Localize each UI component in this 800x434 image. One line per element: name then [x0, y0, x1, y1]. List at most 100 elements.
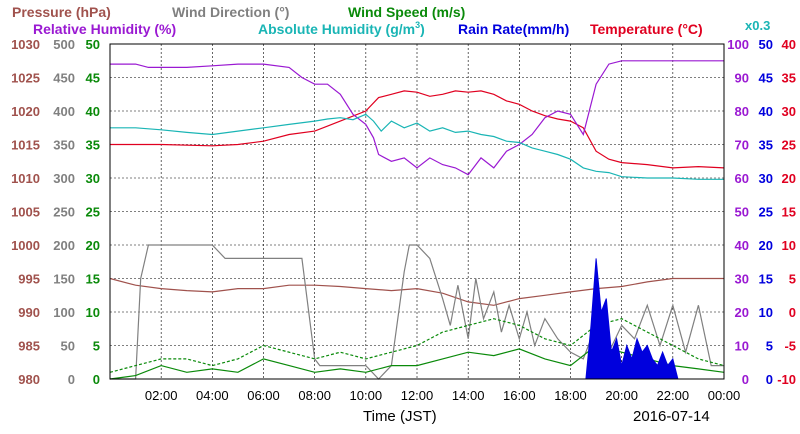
wind-dir-tick: 250 — [53, 205, 75, 220]
rh-tick: 20 — [735, 305, 749, 320]
rh-tick: 10 — [735, 339, 749, 354]
rh-tick: 60 — [735, 171, 749, 186]
temp-tick: -10 — [777, 372, 796, 387]
wind-dir-tick: 200 — [53, 238, 75, 253]
rh-tick: 30 — [735, 272, 749, 287]
x-tick-label: 04:00 — [196, 388, 229, 403]
pressure-tick: 1025 — [11, 71, 40, 86]
x-tick-label: 10:00 — [350, 388, 383, 403]
series-ah — [110, 113, 724, 180]
rain-tick: 50 — [759, 37, 773, 52]
legend-wind-direction: Wind Direction (°) — [172, 4, 289, 20]
x-tick-label: 12:00 — [401, 388, 434, 403]
wind-speed-tick: 10 — [86, 305, 100, 320]
x-tick-label: 00:00 — [708, 388, 741, 403]
rh-tick: 80 — [735, 104, 749, 119]
pressure-tick: 1015 — [11, 138, 40, 153]
rh-tick: 70 — [735, 138, 749, 153]
legend-ah-label: Absolute Humidity (g/m — [258, 21, 415, 37]
pressure-tick: 1005 — [11, 205, 40, 220]
legend-row-1: Pressure (hPa) Wind Direction (°) Wind S… — [12, 4, 465, 20]
temp-tick: 15 — [782, 205, 796, 220]
wind-speed-tick: 45 — [86, 71, 100, 86]
rh-tick: 90 — [735, 71, 749, 86]
legend-pressure: Pressure (hPa) — [12, 4, 111, 20]
temp-tick: 40 — [782, 37, 796, 52]
x-tick-label: 08:00 — [298, 388, 331, 403]
temp-tick: 5 — [789, 272, 796, 287]
legend-ah-sup: 3 — [415, 20, 420, 30]
wind-dir-tick: 100 — [53, 305, 75, 320]
legend-temperature: Temperature (°C) — [590, 21, 703, 37]
legend-row-2: Relative Humidity (%) Absolute Humidity … — [33, 18, 770, 37]
temp-tick: 10 — [782, 238, 796, 253]
rain-tick: 5 — [766, 339, 773, 354]
pressure-tick: 990 — [18, 305, 40, 320]
wind-dir-tick: 450 — [53, 71, 75, 86]
wind-speed-tick: 40 — [86, 104, 100, 119]
grid — [110, 44, 724, 379]
temp-tick: 30 — [782, 104, 796, 119]
legend-wind-speed: Wind Speed (m/s) — [348, 4, 465, 20]
series-layer — [109, 60, 725, 380]
wind-dir-tick: 500 — [53, 37, 75, 52]
wind-speed-tick: 15 — [86, 272, 100, 287]
pressure-tick: 1000 — [11, 238, 40, 253]
pressure-tick: 1020 — [11, 104, 40, 119]
x-axis-label: Time (JST) — [363, 408, 437, 425]
wind-speed-tick: 50 — [86, 37, 100, 52]
x-tick-label: 14:00 — [452, 388, 485, 403]
x-tick-label: 02:00 — [145, 388, 178, 403]
wind-speed-tick: 0 — [93, 372, 100, 387]
legend-relative-humidity: Relative Humidity (%) — [33, 21, 176, 37]
x-tick-label: 22:00 — [657, 388, 690, 403]
rain-tick: 15 — [759, 272, 773, 287]
legend-ah-scale: x0.3 — [745, 18, 770, 33]
plot-frame — [109, 43, 725, 380]
temp-tick: 20 — [782, 171, 796, 186]
pressure-tick: 1010 — [11, 171, 40, 186]
x-tick-label: 16:00 — [503, 388, 536, 403]
left-axes: 1030102510201015101010051000995990985980… — [11, 37, 100, 387]
wind-dir-tick: 0 — [68, 372, 75, 387]
rain-tick: 35 — [759, 138, 773, 153]
rain-tick: 25 — [759, 205, 773, 220]
rain-tick: 0 — [766, 372, 773, 387]
legend-rain-rate: Rain Rate(mm/h) — [458, 21, 569, 37]
pressure-tick: 980 — [18, 372, 40, 387]
rh-tick: 100 — [727, 37, 749, 52]
wind-speed-tick: 25 — [86, 205, 100, 220]
rain-tick: 20 — [759, 238, 773, 253]
wind-dir-tick: 300 — [53, 171, 75, 186]
wind-dir-tick: 350 — [53, 138, 75, 153]
series-rain-area — [585, 258, 679, 380]
rain-tick: 30 — [759, 171, 773, 186]
pressure-tick: 1030 — [11, 37, 40, 52]
date-label: 2016-07-14 — [633, 408, 710, 425]
rh-tick: 40 — [735, 238, 749, 253]
wind-dir-tick: 50 — [61, 339, 75, 354]
x-tick-label: 06:00 — [247, 388, 280, 403]
series-rh-solid — [110, 60, 724, 176]
rh-tick: 0 — [742, 372, 749, 387]
temp-tick: 35 — [782, 71, 796, 86]
wind-speed-tick: 35 — [86, 138, 100, 153]
x-tick-labels: 02:00 04:00 06:00 08:00 10:00 12:00 14:00 16:00… — [145, 388, 740, 403]
rain-tick: 10 — [759, 305, 773, 320]
wind-speed-tick: 20 — [86, 238, 100, 253]
x-tick-label: 20:00 — [605, 388, 638, 403]
right-axes: 1009080706050403020100504540353025201510… — [727, 37, 796, 387]
temp-tick: -5 — [784, 339, 796, 354]
wind-dir-tick: 400 — [53, 104, 75, 119]
rain-tick: 45 — [759, 71, 773, 86]
pressure-tick: 995 — [18, 272, 40, 287]
pressure-tick: 985 — [18, 339, 40, 354]
legend-absolute-humidity: Absolute Humidity (g/m3) — [258, 20, 425, 37]
legend-ah-close: ) — [420, 21, 425, 37]
rh-tick: 50 — [735, 205, 749, 220]
temp-tick: 25 — [782, 138, 796, 153]
wind-dir-tick: 150 — [53, 272, 75, 287]
x-tick-label: 18:00 — [554, 388, 587, 403]
rain-tick: 40 — [759, 104, 773, 119]
